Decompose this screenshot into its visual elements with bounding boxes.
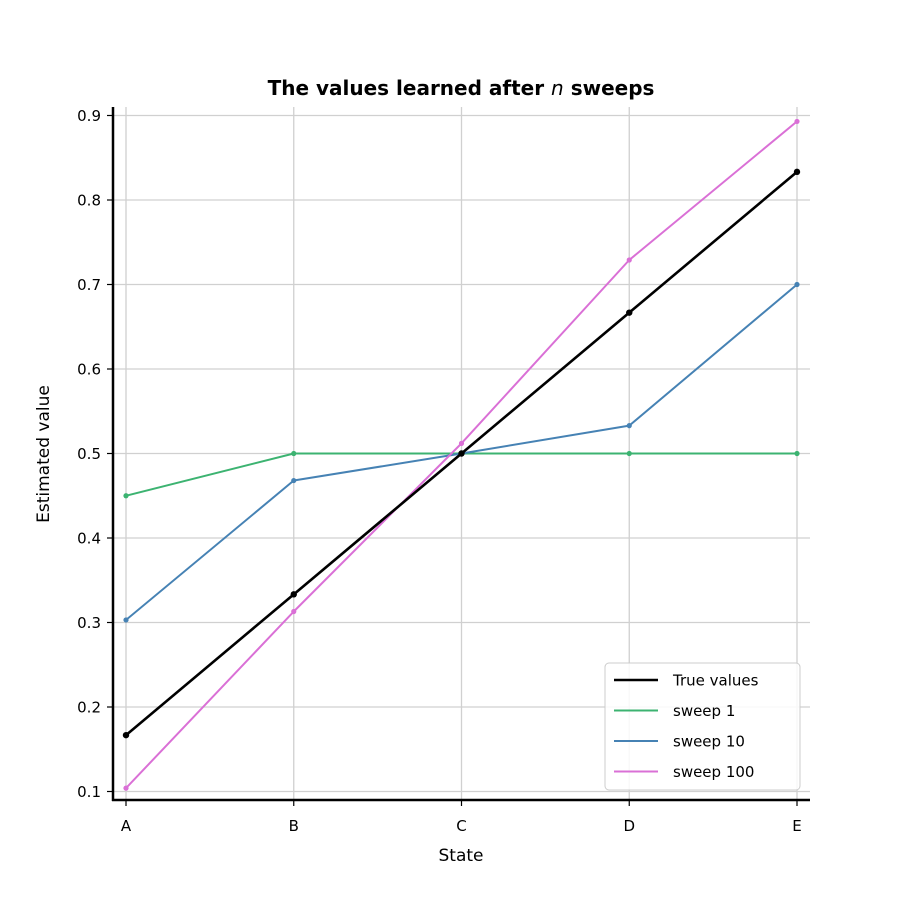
data-point (291, 450, 297, 457)
legend-entry: sweep 1 (614, 702, 735, 720)
y-axis-ticks: 0.1 0.2 0.3 0.4 0.5 0.6 0.7 0.8 0.9 (77, 107, 113, 801)
chart-title-variable: n (551, 76, 564, 100)
legend-label: sweep 100 (673, 763, 754, 781)
x-tick-label: B (289, 817, 299, 835)
x-axis-ticks: A B C D E (121, 800, 802, 835)
data-point (458, 440, 465, 446)
legend-entry: sweep 100 (614, 763, 754, 781)
data-point (123, 785, 129, 791)
legend-label: sweep 10 (673, 733, 745, 751)
y-tick-label: 0.4 (77, 530, 101, 548)
series-true-values (122, 168, 801, 739)
y-tick-label: 0.6 (77, 361, 101, 379)
data-point (291, 477, 297, 484)
y-tick-label: 0.1 (77, 783, 101, 801)
legend-box (604, 662, 801, 791)
chart-title: The values learned after n sweeps (268, 76, 655, 100)
legend-label: True values (672, 672, 759, 690)
legend-label: sweep 1 (673, 702, 735, 720)
data-point (794, 118, 800, 125)
data-point (123, 493, 129, 499)
legend-entry: sweep 10 (614, 733, 745, 751)
x-tick-label: A (121, 817, 132, 835)
y-tick-label: 0.2 (77, 699, 101, 717)
y-tick-label: 0.7 (77, 276, 101, 294)
series-sweep-100 (123, 118, 800, 791)
legend-entry: True values (614, 672, 759, 690)
y-tick-label: 0.5 (77, 445, 101, 463)
data-point (794, 450, 800, 457)
x-axis-title: State (439, 846, 484, 866)
data-point (626, 309, 633, 316)
data-point (290, 591, 297, 598)
y-axis-title: Estimated value (34, 385, 54, 523)
chart-title-suffix: sweeps (564, 76, 655, 100)
data-point (794, 281, 800, 288)
data-point (793, 168, 801, 176)
data-point (458, 450, 465, 457)
x-tick-label: E (792, 817, 801, 835)
x-tick-label: C (456, 817, 466, 835)
x-tick-label: D (623, 817, 635, 835)
y-tick-label: 0.8 (77, 192, 101, 210)
data-point (626, 423, 632, 429)
data-point (291, 608, 297, 615)
data-point (626, 450, 632, 457)
chart-title-prefix: The values learned after (268, 76, 551, 100)
y-tick-label: 0.9 (77, 107, 101, 125)
legend: True values sweep 1 sweep 10 sweep 100 (604, 662, 801, 791)
data-point (122, 731, 130, 739)
data-point (123, 617, 129, 623)
series-layer (122, 118, 801, 791)
y-tick-label: 0.3 (77, 614, 101, 632)
data-point (626, 257, 632, 263)
